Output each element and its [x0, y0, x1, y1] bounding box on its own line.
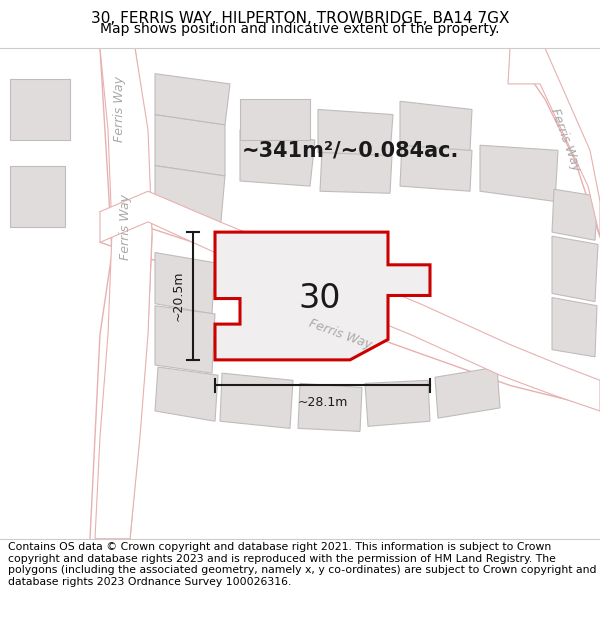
- Text: Ferris Way: Ferris Way: [119, 194, 131, 260]
- Polygon shape: [480, 145, 558, 201]
- Polygon shape: [10, 166, 65, 227]
- Polygon shape: [552, 189, 598, 240]
- Text: Ferris Way: Ferris Way: [113, 76, 127, 142]
- Text: 30, FERRIS WAY, HILPERTON, TROWBRIDGE, BA14 7GX: 30, FERRIS WAY, HILPERTON, TROWBRIDGE, B…: [91, 11, 509, 26]
- Polygon shape: [155, 74, 230, 125]
- Polygon shape: [155, 367, 218, 421]
- Polygon shape: [220, 373, 293, 428]
- Polygon shape: [508, 48, 600, 238]
- Polygon shape: [320, 151, 392, 193]
- Polygon shape: [253, 265, 342, 342]
- Polygon shape: [400, 142, 472, 191]
- Polygon shape: [155, 306, 215, 373]
- Polygon shape: [10, 79, 70, 140]
- Text: ~28.1m: ~28.1m: [298, 396, 347, 409]
- Text: Ferris Way: Ferris Way: [548, 107, 583, 173]
- Polygon shape: [298, 383, 362, 431]
- Polygon shape: [400, 101, 472, 151]
- Text: Map shows position and indicative extent of the property.: Map shows position and indicative extent…: [100, 22, 500, 36]
- Polygon shape: [552, 236, 598, 302]
- Text: 30: 30: [299, 282, 341, 315]
- Polygon shape: [155, 114, 225, 176]
- Polygon shape: [95, 48, 152, 539]
- Polygon shape: [552, 298, 597, 357]
- Polygon shape: [155, 253, 215, 314]
- Polygon shape: [240, 130, 315, 186]
- Polygon shape: [240, 99, 310, 140]
- Text: ~20.5m: ~20.5m: [172, 271, 185, 321]
- Polygon shape: [318, 109, 393, 156]
- Polygon shape: [435, 367, 500, 418]
- Polygon shape: [155, 166, 225, 232]
- Text: Contains OS data © Crown copyright and database right 2021. This information is : Contains OS data © Crown copyright and d…: [8, 542, 596, 587]
- Text: Ferris Way: Ferris Way: [307, 317, 373, 352]
- Polygon shape: [100, 191, 600, 411]
- Polygon shape: [365, 381, 430, 426]
- Text: ~341m²/~0.084ac.: ~341m²/~0.084ac.: [241, 141, 458, 161]
- Polygon shape: [215, 232, 430, 360]
